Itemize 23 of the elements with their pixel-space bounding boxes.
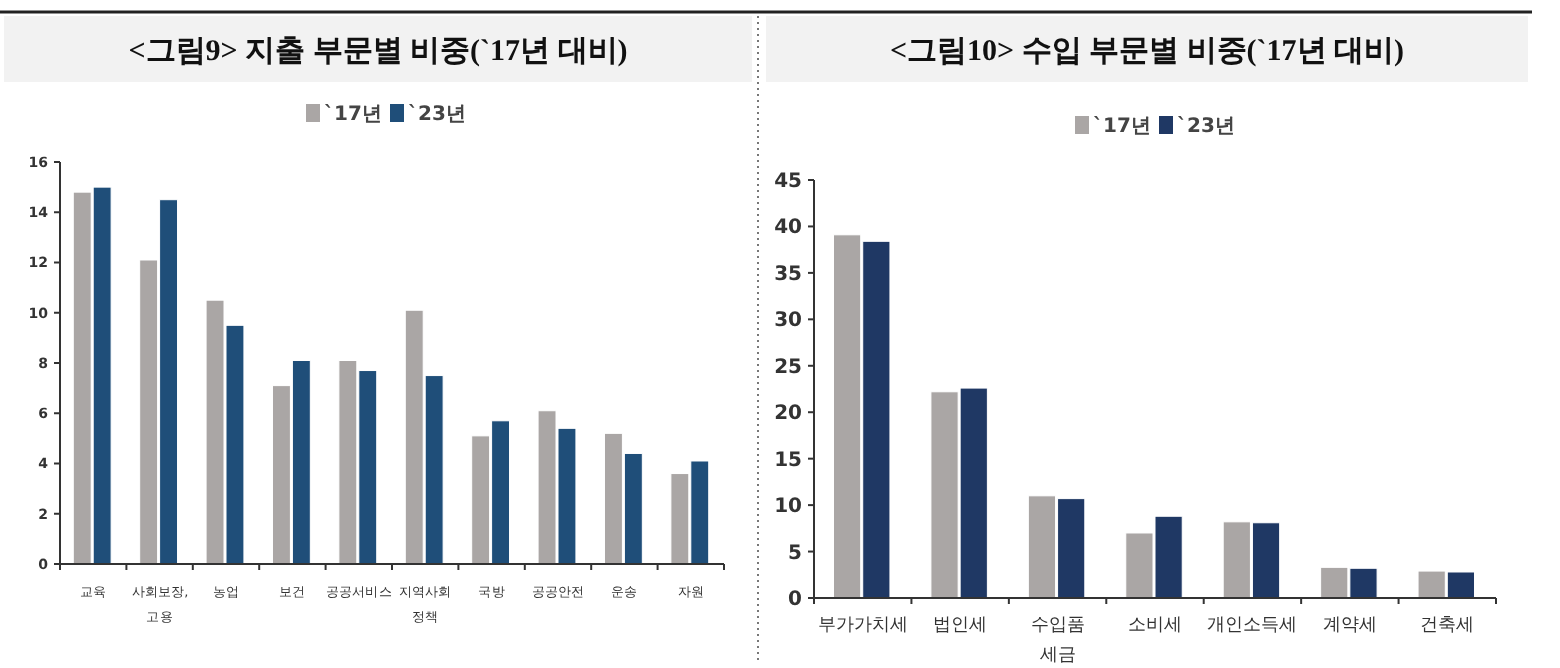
y-tick-label: 45	[774, 171, 803, 193]
y-tick-label: 30	[774, 310, 803, 333]
y-tick-label: 35	[774, 263, 803, 286]
chart-title: <그림9> 지출 부문별 비중(`17년 대비)	[128, 36, 628, 68]
y-tick-label: 15	[774, 449, 803, 472]
x-tick-label: 법인세	[933, 616, 988, 636]
x-tick-label: 수입품 세금	[1030, 616, 1085, 666]
x-tick-label: 개인소득세	[1207, 616, 1298, 636]
legend-label: `17년	[1093, 116, 1151, 138]
y-tick-label: 20	[774, 403, 803, 426]
x-tick-label: 계약세	[1322, 616, 1377, 636]
y-tick-label: 40	[774, 217, 803, 240]
legend-label: `23년	[408, 104, 466, 126]
x-tick-label: 부가가치세	[817, 616, 908, 636]
y-tick-label: 0	[788, 589, 803, 611]
x-tick-label: 건축세	[1420, 616, 1475, 636]
y-tick-label: 5	[788, 542, 803, 565]
x-tick-label: 소비세	[1128, 616, 1182, 636]
y-tick-label: 10	[774, 496, 803, 519]
chart-title: <그림10> 수입 부문별 비중(`17년 대비)	[889, 36, 1405, 68]
legend-label: `17년	[324, 104, 382, 126]
y-tick-label: 25	[774, 356, 803, 379]
legend-label: `23년	[1177, 116, 1235, 138]
